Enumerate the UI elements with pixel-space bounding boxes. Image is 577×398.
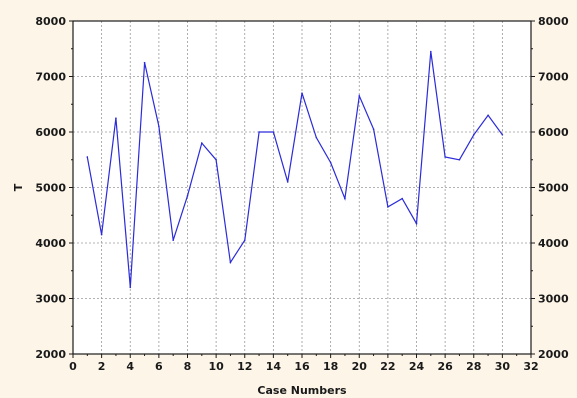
x-tick-label: 4 xyxy=(126,360,134,373)
x-tick-label: 14 xyxy=(266,360,282,373)
y-tick-label-right: 2000 xyxy=(538,348,569,361)
x-tick-label: 28 xyxy=(466,360,481,373)
y-tick-label-left: 4000 xyxy=(35,237,66,250)
y-axis-tick-labels-left: 2000 3000 4000 5000 6000 7000 8000 xyxy=(35,15,66,361)
y-axis-tick-labels-right: 2000 3000 4000 5000 6000 7000 8000 xyxy=(538,15,569,361)
plot-frame xyxy=(72,20,532,355)
data-point xyxy=(301,92,303,94)
data-point xyxy=(129,286,132,289)
x-tick-label: 26 xyxy=(437,360,453,373)
data-point xyxy=(258,131,260,133)
data-point xyxy=(315,136,318,139)
data-point xyxy=(243,239,246,242)
y-tick-label-left: 7000 xyxy=(35,71,66,84)
y-tick-label-left: 8000 xyxy=(35,15,66,28)
series-line xyxy=(86,51,503,288)
data-point xyxy=(458,158,461,161)
data-point xyxy=(201,142,203,144)
data-point xyxy=(272,131,275,133)
data-point xyxy=(186,195,189,197)
y-tick-label-right: 5000 xyxy=(538,182,569,195)
data-point xyxy=(415,222,418,225)
data-point xyxy=(430,50,432,53)
data-point xyxy=(387,206,389,208)
x-tick-label: 2 xyxy=(98,360,106,373)
y-tick-label-left: 6000 xyxy=(35,126,66,139)
data-point xyxy=(401,197,403,200)
data-point xyxy=(487,114,489,117)
y-tick-label-left: 5000 xyxy=(35,182,66,195)
data-point xyxy=(444,156,446,158)
y-axis-label: T xyxy=(12,183,25,191)
data-point xyxy=(115,117,117,119)
y-tick-label-right: 6000 xyxy=(538,126,569,139)
data-point xyxy=(344,197,346,200)
x-tick-label: 30 xyxy=(495,360,511,373)
data-point xyxy=(158,125,160,128)
data-points xyxy=(86,50,504,289)
data-point xyxy=(215,158,217,161)
x-tick-label: 12 xyxy=(237,360,252,373)
x-tick-label: 32 xyxy=(523,360,538,373)
data-point xyxy=(172,239,174,242)
data-point xyxy=(472,133,475,136)
data-point xyxy=(86,156,89,158)
data-point xyxy=(329,161,332,164)
x-tick-label: 6 xyxy=(155,360,163,373)
tick-marks xyxy=(69,20,535,358)
y-tick-label-right: 7000 xyxy=(538,71,569,84)
gridlines xyxy=(73,21,531,354)
y-tick-label-left: 3000 xyxy=(35,293,66,306)
data-point xyxy=(501,133,504,136)
x-tick-label: 8 xyxy=(184,360,192,373)
data-point xyxy=(372,128,375,131)
data-point xyxy=(100,233,103,236)
x-tick-label: 10 xyxy=(208,360,224,373)
data-point xyxy=(143,61,146,64)
x-tick-label: 16 xyxy=(294,360,310,373)
x-tick-label: 22 xyxy=(380,360,395,373)
y-tick-label-right: 3000 xyxy=(538,293,569,306)
data-point xyxy=(286,181,289,183)
x-axis-tick-labels: 0 2 4 6 8 10 12 14 16 18 20 22 24 26 28 30 32 xyxy=(69,360,538,373)
x-tick-label: 0 xyxy=(69,360,77,373)
x-tick-label: 24 xyxy=(409,360,425,373)
y-tick-label-left: 2000 xyxy=(35,348,66,361)
data-point xyxy=(229,261,232,264)
x-axis-label: Case Numbers xyxy=(257,384,347,397)
x-tick-label: 20 xyxy=(352,360,368,373)
x-tick-label: 18 xyxy=(323,360,338,373)
y-tick-label-right: 4000 xyxy=(538,237,569,250)
y-tick-label-right: 8000 xyxy=(538,15,569,28)
data-point xyxy=(358,95,361,97)
